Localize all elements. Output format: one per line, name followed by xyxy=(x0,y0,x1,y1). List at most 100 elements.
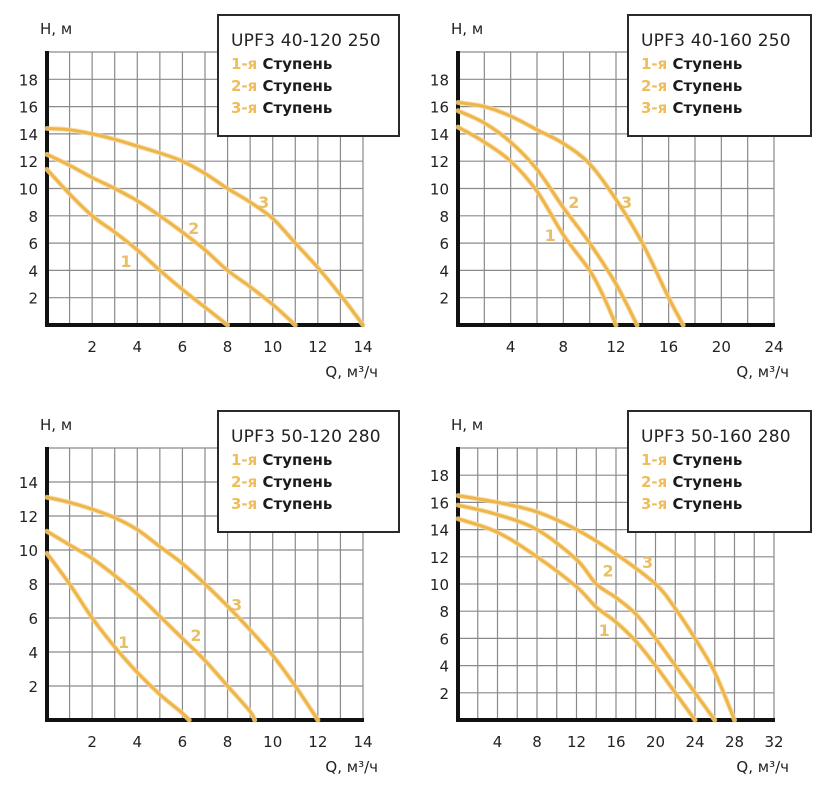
legend-stage-label: Ступень xyxy=(263,99,333,117)
x-tick-label: 12 xyxy=(308,338,327,356)
legend-stage-number: 1-я xyxy=(641,55,667,73)
legend-stage-number: 3-я xyxy=(231,495,257,513)
legend-entry-stage-1: 1-я Ступень xyxy=(231,53,398,75)
y-tick-label: 16 xyxy=(19,99,38,117)
curve-label-stage-1: 1 xyxy=(118,633,129,652)
curve-stage-2 xyxy=(47,154,295,325)
y-tick-label: 8 xyxy=(28,576,38,594)
y-tick-label: 4 xyxy=(28,644,38,662)
y-tick-label: 10 xyxy=(430,181,449,199)
legend-stage-label: Ступень xyxy=(263,495,333,513)
y-tick-label: 6 xyxy=(28,610,38,628)
legend-entry-stage-1: 1-я Ступень xyxy=(641,449,810,471)
curve-label-stage-2: 2 xyxy=(188,219,199,238)
legend-entry-stage-3: 3-я Ступень xyxy=(641,97,810,119)
x-axis-label: Q, м³/ч xyxy=(736,758,789,776)
legend-stage-number: 2-я xyxy=(231,77,257,95)
legend-stage-label: Ступень xyxy=(673,55,743,73)
x-tick-label: 2 xyxy=(87,733,97,751)
legend-stage-number: 2-я xyxy=(641,77,667,95)
legend-title: UPF3 40-120 250 xyxy=(231,30,398,52)
legend-entry-stage-3: 3-я Ступень xyxy=(231,97,398,119)
curve-stage-2-halo xyxy=(47,531,255,720)
x-tick-label: 8 xyxy=(223,338,233,356)
legend-stage-label: Ступень xyxy=(673,77,743,95)
legend-stage-number: 2-я xyxy=(641,473,667,491)
curve-label-stage-2: 2 xyxy=(603,561,614,580)
x-tick-label: 24 xyxy=(685,733,704,751)
legend-box-upf3-40-160-250: UPF3 40-160 250 1-я Ступень 2-я Ступень … xyxy=(627,14,812,137)
y-tick-label: 14 xyxy=(430,126,449,144)
y-tick-label: 6 xyxy=(439,630,449,648)
x-tick-label: 12 xyxy=(567,733,586,751)
legend-entry-stage-3: 3-я Ступень xyxy=(231,493,398,515)
curve-label-stage-3: 3 xyxy=(642,553,653,572)
legend-entry-stage-1: 1-я Ступень xyxy=(231,449,398,471)
y-tick-label: 12 xyxy=(19,508,38,526)
y-tick-label: 10 xyxy=(19,181,38,199)
legend-stage-number: 1-я xyxy=(231,451,257,469)
y-tick-label: 2 xyxy=(28,678,38,696)
x-tick-label: 24 xyxy=(764,338,783,356)
x-tick-label: 16 xyxy=(659,338,678,356)
x-tick-label: 4 xyxy=(133,338,143,356)
legend-stage-number: 2-я xyxy=(231,473,257,491)
legend-stage-label: Ступень xyxy=(263,77,333,95)
curve-label-stage-2: 2 xyxy=(190,626,201,645)
legend-stage-label: Ступень xyxy=(673,451,743,469)
legend-entry-stage-2: 2-я Ступень xyxy=(231,75,398,97)
y-tick-label: 16 xyxy=(430,494,449,512)
legend-title: UPF3 50-120 280 xyxy=(231,426,398,448)
legend-stage-label: Ступень xyxy=(263,451,333,469)
x-tick-label: 20 xyxy=(712,338,731,356)
x-tick-label: 20 xyxy=(646,733,665,751)
legend-stage-number: 3-я xyxy=(231,99,257,117)
y-tick-label: 16 xyxy=(430,99,449,117)
x-tick-label: 6 xyxy=(178,338,188,356)
x-tick-label: 12 xyxy=(308,733,327,751)
y-tick-label: 12 xyxy=(430,153,449,171)
y-tick-label: 12 xyxy=(19,153,38,171)
legend-entry-stage-1: 1-я Ступень xyxy=(641,53,810,75)
y-tick-label: 12 xyxy=(430,549,449,567)
x-tick-label: 10 xyxy=(263,338,282,356)
x-tick-label: 32 xyxy=(764,733,783,751)
x-tick-label: 8 xyxy=(559,338,569,356)
x-tick-label: 28 xyxy=(725,733,744,751)
legend-stage-label: Ступень xyxy=(263,55,333,73)
legend-stage-number: 1-я xyxy=(641,451,667,469)
curve-label-stage-1: 1 xyxy=(545,226,556,245)
legend-entry-stage-2: 2-я Ступень xyxy=(641,75,810,97)
x-axis-label: Q, м³/ч xyxy=(325,758,378,776)
x-tick-label: 4 xyxy=(493,733,503,751)
y-tick-label: 18 xyxy=(19,71,38,89)
y-tick-label: 4 xyxy=(439,262,449,280)
curve-label-stage-2: 2 xyxy=(568,193,579,212)
curve-stage-2-halo xyxy=(47,154,295,325)
y-tick-label: 8 xyxy=(439,603,449,621)
legend-stage-number: 1-я xyxy=(231,55,257,73)
x-tick-label: 2 xyxy=(87,338,97,356)
x-tick-label: 10 xyxy=(263,733,282,751)
y-tick-label: 14 xyxy=(19,126,38,144)
curve-label-stage-1: 1 xyxy=(120,252,131,271)
x-tick-label: 6 xyxy=(178,733,188,751)
y-tick-label: 4 xyxy=(28,262,38,280)
legend-stage-label: Ступень xyxy=(673,99,743,117)
x-tick-label: 4 xyxy=(506,338,516,356)
y-tick-label: 6 xyxy=(439,235,449,253)
curve-label-stage-3: 3 xyxy=(231,595,242,614)
y-axis-label: H, м xyxy=(451,20,483,38)
curve-label-stage-1: 1 xyxy=(599,621,610,640)
legend-stage-label: Ступень xyxy=(263,473,333,491)
y-tick-label: 6 xyxy=(28,235,38,253)
y-axis-label: H, м xyxy=(451,416,483,434)
y-tick-label: 14 xyxy=(19,474,38,492)
legend-entry-stage-2: 2-я Ступень xyxy=(641,471,810,493)
legend-stage-number: 3-я xyxy=(641,495,667,513)
curve-stage-2 xyxy=(47,531,255,720)
y-tick-label: 2 xyxy=(28,290,38,308)
curve-label-stage-3: 3 xyxy=(621,193,632,212)
legend-title: UPF3 50-160 280 xyxy=(641,426,810,448)
